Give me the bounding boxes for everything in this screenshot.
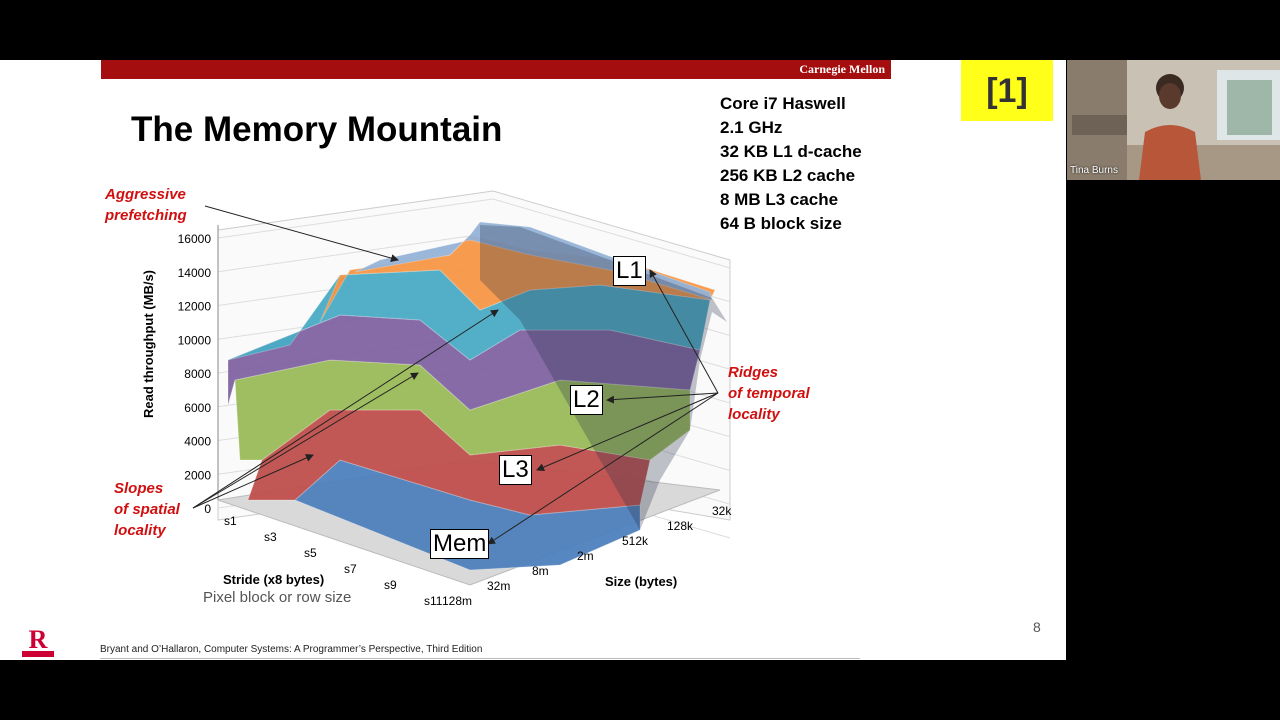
svg-text:R: R — [29, 625, 48, 654]
z-tick-label: 0 — [204, 502, 211, 516]
z-tick-label: 12000 — [178, 300, 212, 314]
arrow-spatial-1 — [192, 454, 314, 509]
header-bar: Carnegie Mellon — [101, 60, 891, 79]
annotation-line: Slopes — [114, 480, 164, 497]
label-l2: L2 — [570, 385, 603, 415]
gridline — [492, 198, 731, 269]
stride-tick-label: s11 — [424, 594, 443, 608]
label-l3: L3 — [499, 455, 532, 485]
rutgers-logo: R — [22, 625, 54, 657]
slide-number: [1] — [986, 72, 1028, 110]
stride-tick-label: s1 — [224, 514, 237, 528]
size-tick-label: 128k — [667, 519, 694, 533]
annotation-line: locality — [728, 406, 780, 423]
footer-divider — [100, 658, 860, 659]
stride-tick-label: s9 — [384, 578, 397, 592]
size-axis-ticks: 128m 32m 8m 2m 512k 128k 32k — [442, 504, 732, 608]
shared-slide: Carnegie Mellon The Memory Mountain Core… — [0, 60, 1066, 660]
z-axis-ticks: 0 2000 4000 6000 8000 10000 12000 14000 16000 — [178, 232, 212, 516]
size-tick-label: 2m — [577, 549, 594, 563]
footer-citation: Bryant and O’Hallaron, Computer Systems:… — [100, 644, 483, 655]
stride-axis-title: Stride (x8 bytes) — [223, 572, 325, 587]
annotation-temporal-locality: Ridges of temporal locality — [728, 362, 810, 425]
surface-shadow — [480, 225, 727, 530]
size-axis-title: Size (bytes) — [605, 574, 678, 589]
z-tick-label: 8000 — [184, 367, 211, 381]
arrow-prefetching — [204, 205, 399, 262]
gridline — [217, 198, 494, 239]
size-tick-label: 512k — [622, 534, 649, 548]
slide-number-badge: [1] — [961, 60, 1053, 121]
annotation-prefetching: Aggressive prefetching — [105, 184, 187, 226]
participant-video-tile[interactable]: Tina Burns — [1067, 60, 1280, 180]
label-mem: Mem — [430, 529, 490, 559]
size-tick-label: 32k — [712, 504, 732, 518]
size-tick-label: 8m — [532, 564, 549, 578]
arrow-temporal-mem — [487, 392, 719, 545]
slide-title: The Memory Mountain — [131, 110, 503, 149]
participant-name: Tina Burns — [1070, 165, 1118, 176]
stride-tick-label: s7 — [344, 562, 357, 576]
header-brand: Carnegie Mellon — [799, 62, 885, 76]
memory-mountain-chart: Read throughput (MB/s) 0 2000 4000 6000 8000… — [141, 190, 732, 608]
annotation-line: locality — [114, 522, 166, 539]
spec-line: Core i7 Haswell — [720, 94, 846, 113]
spec-line: 8 MB L3 cache — [720, 190, 839, 209]
stride-tick-label: s3 — [264, 530, 277, 544]
size-tick-label: 32m — [487, 579, 510, 593]
z-tick-label: 16000 — [178, 232, 212, 246]
surface-band-5 — [319, 234, 716, 323]
annotation-line: Aggressive — [105, 186, 186, 203]
pixel-block-note: Pixel block or row size — [203, 589, 352, 606]
arrow-temporal-l1 — [649, 269, 719, 394]
z-tick-label: 14000 — [178, 266, 212, 280]
annotation-spatial-locality: Slopes of spatial locality — [114, 478, 180, 541]
spec-line: 256 KB L2 cache — [720, 166, 856, 185]
spec-line: 64 B block size — [720, 214, 842, 233]
z-tick-label: 2000 — [184, 468, 211, 482]
label-l1: L1 — [613, 256, 646, 286]
z-tick-label: 6000 — [184, 401, 211, 415]
arrow-spatial-2 — [192, 372, 419, 509]
gridline — [217, 232, 494, 273]
spec-line: 32 KB L1 d-cache — [720, 142, 862, 161]
spec-list: Core i7 Haswell 2.1 GHz 32 KB L1 d-cache… — [720, 92, 862, 236]
annotation-line: of temporal — [728, 385, 810, 402]
arrow-temporal-l2 — [606, 392, 719, 404]
z-axis-title: Read throughput (MB/s) — [141, 270, 156, 418]
annotation-line: Ridges — [728, 364, 779, 381]
spec-line: 2.1 GHz — [720, 118, 783, 137]
z-tick-label: 4000 — [184, 435, 211, 449]
stride-tick-label: s5 — [304, 546, 317, 560]
z-tick-label: 10000 — [178, 333, 212, 347]
participant-video — [1067, 60, 1280, 180]
surface-band-6 — [354, 221, 713, 301]
arrow-temporal-l3 — [536, 392, 719, 471]
annotation-line: of spatial — [114, 501, 180, 518]
annotation-line: prefetching — [105, 207, 187, 224]
stride-axis-ticks: s1 s3 s5 s7 s9 s11 — [224, 514, 443, 608]
arrow-spatial-3 — [192, 309, 499, 509]
size-tick-label: 128m — [442, 594, 472, 608]
page-number: 8 — [1033, 619, 1041, 635]
